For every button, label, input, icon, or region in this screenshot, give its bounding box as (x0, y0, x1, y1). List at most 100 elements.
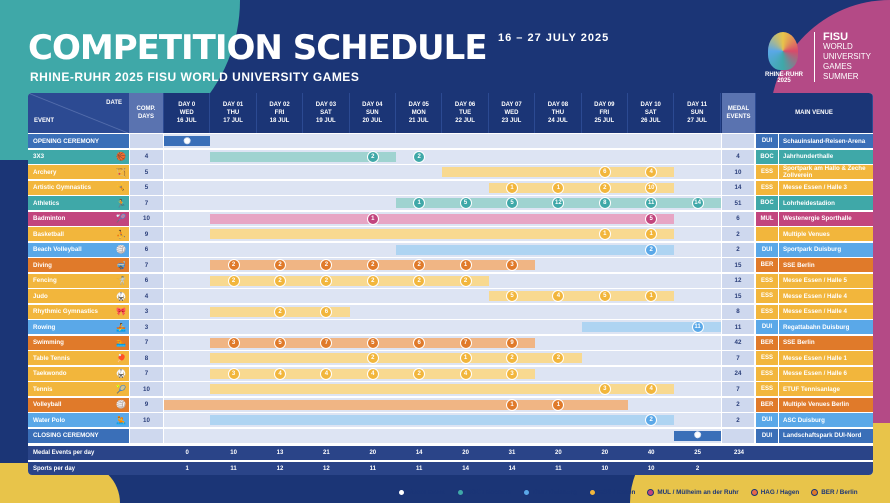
fisu-line: UNIVERSITY (823, 52, 872, 61)
day-header-d: DAY 04 (362, 102, 383, 108)
venue-city-code: MUL (756, 211, 778, 226)
day-header-dt: 19 JUL (316, 118, 336, 124)
day-header-dt: 27 JUL (687, 118, 707, 124)
medal-events-count: 2 (722, 397, 754, 412)
venue-city-code: ESS (756, 273, 778, 288)
medal-per-day-value: 40 (647, 450, 655, 456)
venue-name: Messe Essen / Halle 6 (779, 366, 873, 381)
medal-event-icon: 2 (645, 243, 658, 256)
sport-pictogram-icon: 🤿 (116, 260, 126, 270)
event-name: Swimming (28, 335, 129, 350)
day-header-d: DAY 01 (222, 102, 244, 108)
table-row: Taekwondo 🥋 7 3 4 4 4 2 4 3 24 ESS Messe Essen / Hal… (28, 366, 873, 381)
venue-name: Messe Essen / Halle 3 (779, 180, 873, 195)
schedule-bar (164, 399, 628, 410)
medal-event-icon: 2 (459, 274, 472, 287)
sports-per-day-value: 10 (601, 465, 609, 472)
medal-events-count: 8 (722, 304, 754, 319)
comp-days-header: COMP. DAYS (129, 93, 164, 133)
medal-event-icon: 2 (598, 181, 611, 194)
medal-per-day-value: 0 (185, 450, 189, 456)
sports-per-day-value: 14 (462, 465, 469, 472)
comp-days: 8 (130, 351, 163, 365)
event-name: Fencing (28, 273, 129, 288)
comp-days (130, 134, 163, 148)
comp-days: 10 (130, 382, 163, 396)
games-dates: 16 – 27 JULY 2025 (498, 32, 610, 44)
medal-event-icon: 2 (320, 274, 333, 287)
page-subtitle: RHINE-RUHR 2025 FISU WORLD UNIVERSITY GA… (30, 70, 360, 84)
sports-per-day-value: 11 (230, 465, 237, 472)
medal-event-icon: 2 (413, 274, 426, 287)
medal-events-count: 15 (722, 289, 754, 303)
event-name: Rowing (28, 320, 129, 334)
sport-pictogram-icon: 🏐 (116, 245, 126, 254)
comp-days (130, 428, 163, 443)
day-grid: 2 2 2 2 2 1 3 (164, 258, 721, 272)
medal-event-icon: ✺ (693, 430, 702, 440)
venue-name: Landschaftspark DUI-Nord (779, 428, 873, 443)
day-header-d: DAY 10 (640, 102, 661, 108)
comp-days: 6 (130, 242, 163, 257)
sports-per-day-row: Sports per day 1 11 12 12 11 11 14 14 11 10 10 2 (28, 461, 873, 475)
day-header-dt: 22 JUL (455, 118, 475, 124)
day-header-w: SUN (365, 110, 379, 116)
schedule-bar (164, 136, 211, 146)
medal-events-count (722, 428, 754, 443)
medal-events-count: 15 (722, 258, 754, 272)
table-row: OPENING CEREMONY ✺ DUI Schauinsland-Reisen-… (28, 134, 873, 148)
medal-event-icon: 3 (227, 336, 240, 349)
event-name: Archery (28, 165, 129, 179)
event-name: 3X3 (28, 149, 129, 164)
medal-event-icon: 6 (598, 166, 611, 178)
comp-days: 9 (130, 397, 163, 412)
medal-per-day-value: 31 (508, 450, 516, 456)
sports-per-day-value: 14 (508, 465, 516, 472)
sport-pictogram-icon: 🎾 (116, 384, 126, 394)
legend-item: Medal Event (398, 488, 445, 496)
schedule-bar (581, 322, 721, 332)
event-name: Volleyball (28, 397, 129, 412)
day-header: DAY 08 THU 24 JUL (535, 93, 582, 133)
medal-event-icon: 4 (645, 383, 658, 395)
medal-events-count: 11 (722, 320, 754, 334)
day-header: DAY 11 SUN 27 JUL (674, 93, 721, 133)
comp-days: 3 (130, 320, 163, 334)
venue-name: Messe Essen / Halle 4 (779, 289, 873, 303)
legend-label: BOC / Bochum (466, 488, 512, 496)
sport-pictogram-icon: 🏀 (116, 152, 126, 161)
legend-label: DUI / Duisburg (533, 488, 577, 496)
medal-event-icon: 1 (366, 212, 379, 225)
sport-pictogram-icon (114, 429, 128, 443)
medal-events-count: 6 (722, 211, 754, 226)
medal-event-icon: 1 (552, 398, 565, 411)
fisu-line: SUMMER (823, 72, 859, 81)
medal-event-icon: 2 (320, 259, 333, 271)
sport-pictogram-icon: 🏊 (116, 338, 126, 347)
venue-name: SSE Berlin (779, 335, 873, 350)
comp-days: 6 (130, 273, 163, 288)
comp-days: 5 (130, 180, 163, 195)
comp-days: 3 (130, 304, 163, 319)
day-header-d: DAY 07 (501, 102, 522, 108)
day-grid: 3 5 7 5 6 7 9 (164, 335, 721, 350)
schedule-bar (488, 291, 675, 301)
venue-city-code: BER (756, 258, 778, 272)
main-venue-header: MAIN VENUE (756, 93, 873, 133)
sport-pictogram-icon: 🏃 (116, 198, 126, 208)
venue-city-code: DUI (756, 428, 778, 443)
table-row: Athletics 🏃 7 1 5 5 12 8 11 14 51 BOC Lohrheidestadi… (28, 196, 873, 210)
sport-pictogram-icon (114, 134, 128, 148)
venue-name: ASC Duisburg (779, 413, 873, 427)
fisu-wordmark: FISU WORLD UNIVERSITY GAMES SUMMER (814, 32, 871, 82)
medal-event-icon: 1 (506, 181, 518, 194)
sports-per-day-value: 10 (647, 465, 655, 472)
medal-per-day-value: 20 (601, 450, 609, 456)
medal-event-icon: 1 (413, 197, 426, 209)
day-header-w: THU (551, 110, 565, 116)
sport-pictogram-icon: 🤺 (116, 276, 126, 285)
medal-event-icon: 8 (598, 197, 611, 209)
table-row: 3X3 🏀 4 2 2 4 BOC Jahrhunderthalle (28, 149, 873, 164)
medal-event-icon: 1 (645, 228, 658, 240)
sports-per-day-value: 12 (323, 465, 330, 472)
